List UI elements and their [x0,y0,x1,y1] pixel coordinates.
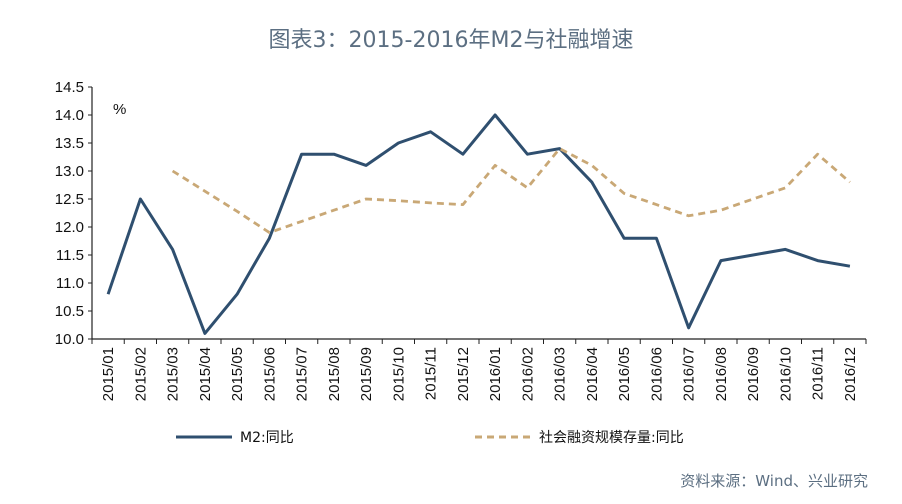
x-tick-label: 2015/12 [455,347,472,401]
x-tick-label: 2016/07 [681,347,698,401]
y-tick-label: 11.5 [56,247,84,264]
y-tick-label: 11.0 [56,275,84,292]
legend-label: 社会融资规模存量:同比 [539,430,684,446]
x-tick-label: 2015/04 [197,347,214,401]
x-tick-label: 2015/02 [132,347,149,401]
y-tick-label: 14.0 [55,107,84,124]
series-line-m2 [106,113,851,335]
y-tick-label: 10.0 [55,331,84,348]
x-tick-label: 2015/09 [358,347,375,401]
x-tick-label: 2016/04 [584,347,601,401]
x-tick-label: 2016/10 [777,347,794,401]
y-tick-label: 14.5 [55,79,84,96]
x-tick-label: 2015/07 [294,347,311,401]
x-tick-label: 2015/10 [390,347,407,401]
series-layer [106,113,851,335]
x-tick-label: 2015/08 [326,347,343,401]
x-tick-label: 2015/01 [100,347,117,401]
x-tick-label: 2016/06 [648,347,665,401]
x-tick-label: 2016/12 [842,347,859,401]
y-tick-label: 13.0 [55,163,84,180]
x-tick-label: 2016/05 [616,347,633,401]
y-tick-label: 12.0 [55,219,84,236]
x-tick-label: 2015/11 [423,347,440,400]
y-tick-label: 13.5 [55,135,84,152]
x-tick-label: 2016/01 [487,347,504,401]
unit-label: % [113,101,126,118]
source-note: 资料来源：Wind、兴业研究 [680,472,868,490]
x-tick-label: 2016/09 [745,347,762,401]
x-tick-label: 2016/08 [713,347,730,401]
y-tick-label: 12.5 [55,191,84,208]
axes: 14.5 14.0 13.5 13.0 12.5 12.0 11.5 11.0 10.5 10.0… [55,79,867,401]
x-tick-label: 2016/03 [552,347,569,401]
x-tick-label: 2016/02 [519,347,536,401]
legend-label: M2:同比 [240,430,294,446]
y-tick-label: 10.5 [55,303,84,320]
x-tick-label: 2015/06 [261,347,278,401]
x-tick-label: 2015/05 [229,347,246,401]
x-tick-label: 2015/03 [165,347,182,401]
legend: M2:同比 社会融资规模存量:同比 [176,430,684,446]
x-tick-label: 2016/11 [810,347,827,400]
chart-title: 图表3：2015-2016年M2与社融增速 [268,28,634,53]
series-line-social-financing [171,147,851,234]
